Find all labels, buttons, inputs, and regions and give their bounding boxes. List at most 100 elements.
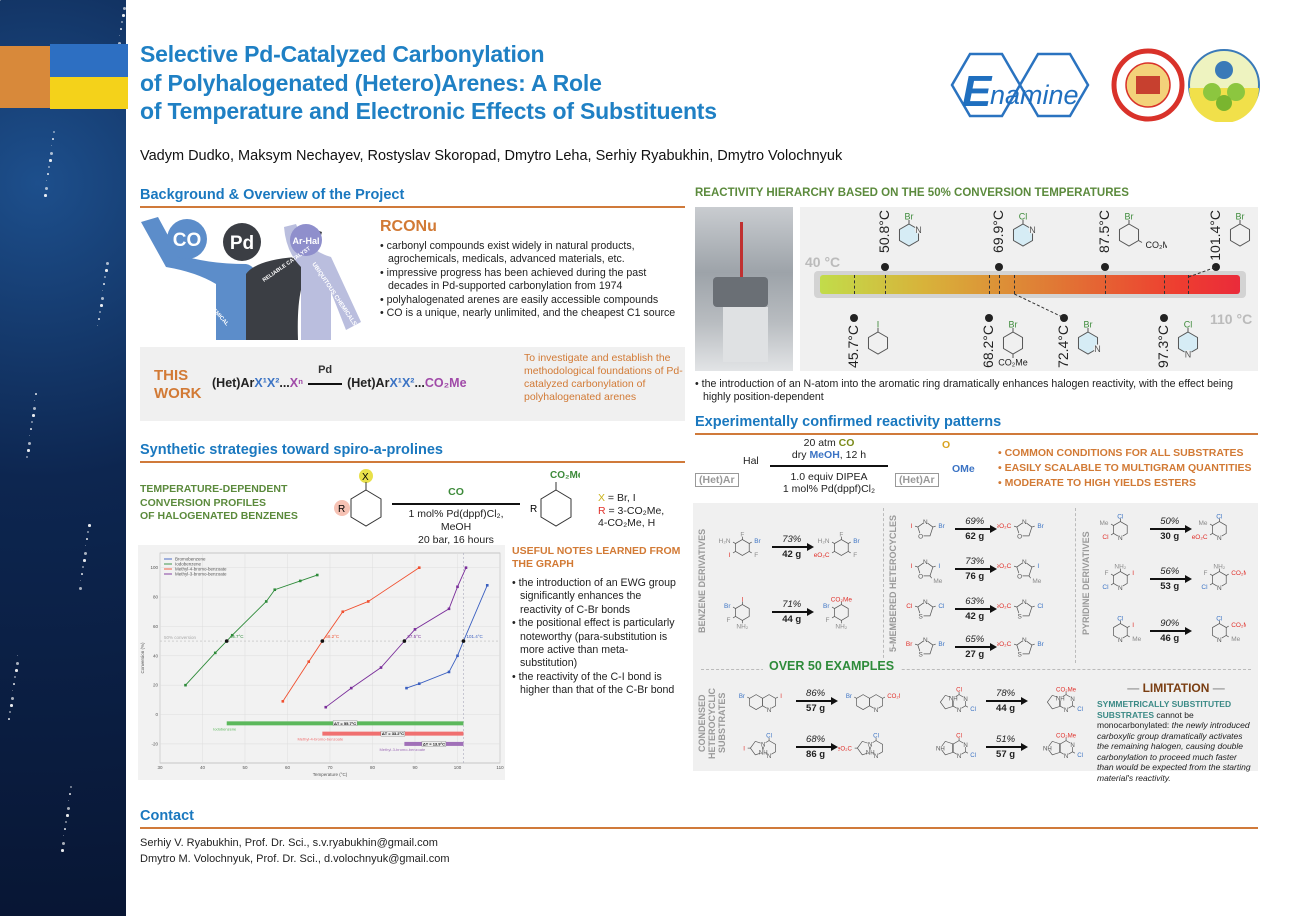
- yield: 56%: [1160, 565, 1180, 577]
- contact-info: Serhiy V. Ryabukhin, Prof. Dr. Sci., s.v…: [140, 835, 450, 867]
- yield: 73%: [965, 555, 985, 567]
- atom-label: F: [1203, 570, 1207, 577]
- data-point: [456, 585, 459, 589]
- atom-label: N: [963, 742, 967, 749]
- reaction-arrow: 78% 44 g: [985, 688, 1028, 714]
- atom-label: N: [1118, 535, 1123, 542]
- data-point: [379, 666, 383, 669]
- ukraine-flag-blue: [50, 44, 128, 77]
- x-tick-label: 80: [370, 765, 376, 770]
- atom-label: Cl: [970, 706, 976, 713]
- atom-label: I: [877, 320, 880, 330]
- x-tick-label: 60: [285, 765, 291, 770]
- atom-label: N: [957, 707, 961, 714]
- yield: 68%: [806, 734, 826, 746]
- data-point: [213, 651, 217, 655]
- x-tick-label: 70: [327, 765, 333, 770]
- atom-label: MeO₂C: [814, 552, 830, 559]
- bullet: • polyhalogenated arenes are easily acce…: [380, 293, 659, 306]
- this-work-label: THIS WORK: [154, 367, 202, 402]
- atom-label: S: [1017, 613, 1022, 620]
- scale-amount: 44 g: [782, 613, 802, 625]
- yield: 63%: [965, 595, 985, 607]
- contact-line[interactable]: Serhiy V. Ryabukhin, Prof. Dr. Sci., s.v…: [140, 837, 438, 849]
- product-structure: NH₂ F CO₂Me Cl N: [1201, 563, 1246, 592]
- temperature-tick: [999, 275, 1001, 294]
- data-point: [405, 686, 408, 690]
- yield: 73%: [782, 533, 802, 545]
- reaction-arrow: Pd: [308, 364, 343, 390]
- atom-label: Cl: [1117, 513, 1123, 520]
- substrate-structure: I: [868, 320, 889, 355]
- end-temp-label: 110 °C: [1210, 311, 1253, 327]
- this-work-equation: (Het)Ar X¹X²... Xⁿ Pd (Het)Ar X¹X²... CO₂Me: [212, 364, 467, 390]
- graph-notes: USEFUL NOTES LEARNED FROM THE GRAPH • th…: [512, 545, 684, 698]
- atom-label: N: [873, 753, 877, 760]
- temperature-gradient-bar: [820, 275, 1240, 294]
- atom-label: NH: [949, 695, 958, 702]
- delta-bar-series-label: Methyl-3-bromo-benzoate: [379, 747, 426, 752]
- starry-sidebar-decoration: [0, 0, 126, 916]
- atom-label: CO₂Me: [998, 358, 1028, 368]
- atom-label: O: [918, 573, 923, 580]
- legend-entry: Bromobenzene: [175, 557, 206, 562]
- temperature-tick: [854, 275, 856, 294]
- data-point: [464, 566, 468, 569]
- example-reaction: H₂N F Br F I 73% 42 g H₂N F Br F MeO₂C: [715, 523, 868, 571]
- temperature-tick: [884, 275, 886, 294]
- temperature-marker-dot: [880, 263, 889, 271]
- substrate-structure: I N Br O: [911, 518, 946, 540]
- product-structure: MeO₂CClNNNH: [838, 733, 883, 760]
- contact-line[interactable]: Dmytro M. Volochnyuk, Prof. Dr. Sci., d.…: [140, 853, 450, 865]
- atom-label: NH₂: [736, 624, 748, 631]
- y-tick-label: 80: [153, 595, 159, 600]
- atom-label: F: [754, 552, 758, 559]
- atom-label: Cl: [938, 603, 944, 610]
- atom-label: Cl: [1077, 706, 1083, 713]
- notes-title: USEFUL NOTES LEARNED FROM THE GRAPH: [512, 545, 681, 570]
- t50-marker: [224, 639, 229, 643]
- reaction-arrow: 56% 53 g: [1149, 565, 1192, 592]
- atom-label: Br: [904, 212, 913, 222]
- scale-amount: 57 g: [806, 703, 826, 715]
- delta-t-label: ΔT = 55.7°C: [334, 721, 356, 726]
- data-point: [417, 682, 421, 685]
- reaction-arrow: 69% 62 g: [954, 515, 997, 542]
- data-point: [447, 607, 451, 611]
- bullet: • carbonyl compounds exist widely in nat…: [380, 240, 635, 266]
- atom-label: Cl: [1102, 584, 1108, 591]
- atom-label: CO₂Me: [887, 693, 900, 700]
- delta-t-label: ΔT = 33.2°C: [382, 731, 404, 736]
- atom-label: CO₂Me: [1056, 687, 1077, 694]
- yield: 69%: [965, 515, 985, 527]
- substrate-structure: Br CO₂Me: [1118, 212, 1167, 250]
- scale-amount: 86 g: [806, 749, 826, 761]
- temperature-tick: [1188, 275, 1190, 294]
- y-tick-label: 40: [153, 653, 159, 658]
- temperature-marker-dot: [1212, 263, 1221, 271]
- atom-label: Cl: [956, 687, 962, 694]
- ester-product-structure: CO₂Me R: [530, 470, 580, 527]
- data-point: [264, 600, 268, 603]
- title-line: of Temperature and Electronic Effects of…: [140, 98, 717, 124]
- svg-text:X: X: [362, 472, 369, 483]
- substrate-structure: Br CO₂Me: [998, 320, 1028, 368]
- atom-label: S: [919, 651, 924, 658]
- data-point: [413, 628, 417, 631]
- background-header: Background & Overview of the Project: [140, 187, 685, 208]
- data-point: [298, 579, 302, 583]
- atom-label: Cl: [906, 603, 912, 610]
- atom-label: N: [1022, 637, 1027, 644]
- yield: 90%: [1160, 617, 1180, 629]
- reaction-arrow: 51% 57 g: [985, 734, 1028, 760]
- scale-amount: 53 g: [1160, 580, 1180, 592]
- this-work-goal: To investigate and establish the methodo…: [524, 352, 683, 403]
- t50-label: 101.4°C: [466, 634, 483, 639]
- data-point: [417, 566, 421, 569]
- atom-label: Br: [1236, 212, 1245, 222]
- product-structure: MeO₂C N Br S: [997, 636, 1044, 658]
- atom-label: Cl: [956, 733, 962, 740]
- atom-label: Br: [823, 603, 830, 610]
- scale-amount: 46 g: [1160, 632, 1180, 644]
